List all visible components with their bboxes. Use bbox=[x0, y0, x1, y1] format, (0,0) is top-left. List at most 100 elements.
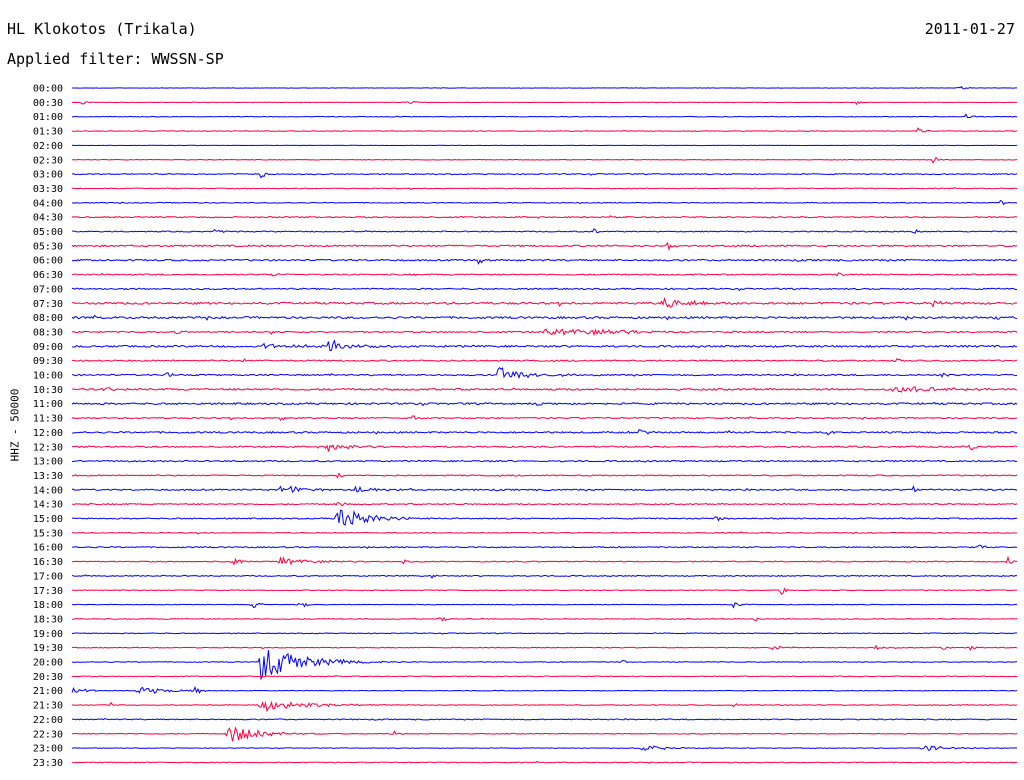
trace-1900 bbox=[71, 632, 1018, 635]
trace-0530 bbox=[71, 241, 1018, 251]
trace-0930 bbox=[71, 357, 1018, 363]
trace-0730 bbox=[71, 296, 1018, 309]
row-label-0730: 07:30 bbox=[33, 299, 63, 310]
trace-2130 bbox=[71, 700, 1018, 713]
trace-0630 bbox=[71, 272, 1018, 277]
row-label-0100: 01:00 bbox=[33, 112, 63, 123]
trace-0830 bbox=[71, 328, 1018, 337]
trace-1230 bbox=[71, 444, 1018, 452]
row-label-2130: 21:30 bbox=[33, 701, 63, 712]
row-label-0230: 02:30 bbox=[33, 155, 63, 166]
trace-1100 bbox=[71, 401, 1018, 407]
filter-label: Applied filter: WWSSN-SP bbox=[7, 50, 224, 68]
trace-0900 bbox=[71, 339, 1018, 352]
trace-0330 bbox=[71, 187, 1018, 191]
trace-1530 bbox=[71, 531, 1018, 535]
row-label-1230: 12:30 bbox=[33, 442, 63, 453]
seismogram-traces bbox=[71, 85, 1018, 764]
trace-2230 bbox=[71, 726, 1018, 742]
trace-2100 bbox=[71, 685, 1018, 694]
trace-2330 bbox=[71, 761, 1018, 764]
trace-0300 bbox=[71, 172, 1018, 179]
row-label-0930: 09:30 bbox=[33, 356, 63, 367]
trace-1800 bbox=[71, 602, 1018, 609]
row-label-1930: 19:30 bbox=[33, 643, 63, 654]
row-label-0400: 04:00 bbox=[33, 198, 63, 209]
row-label-1700: 17:00 bbox=[33, 571, 63, 582]
row-label-0200: 02:00 bbox=[33, 141, 63, 152]
row-label-0600: 06:00 bbox=[33, 256, 63, 267]
row-label-1630: 16:30 bbox=[33, 557, 63, 568]
row-label-1730: 17:30 bbox=[33, 586, 63, 597]
row-label-0330: 03:30 bbox=[33, 184, 63, 195]
trace-0600 bbox=[71, 258, 1018, 265]
row-label-1900: 19:00 bbox=[33, 629, 63, 640]
row-label-2330: 23:30 bbox=[33, 758, 63, 769]
row-label-2100: 21:00 bbox=[33, 686, 63, 697]
row-label-1300: 13:00 bbox=[33, 457, 63, 468]
row-label-0800: 08:00 bbox=[33, 313, 63, 324]
row-label-1400: 14:00 bbox=[33, 485, 63, 496]
row-label-1100: 11:00 bbox=[33, 399, 63, 410]
trace-1500 bbox=[71, 509, 1018, 526]
row-label-0130: 01:30 bbox=[33, 127, 63, 138]
station-title: HL Klokotos (Trikala) bbox=[7, 20, 197, 38]
row-label-1430: 14:30 bbox=[33, 500, 63, 511]
trace-0130 bbox=[71, 127, 1018, 133]
trace-0800 bbox=[71, 314, 1018, 321]
row-label-1130: 11:30 bbox=[33, 414, 63, 425]
row-label-1200: 12:00 bbox=[33, 428, 63, 439]
row-label-1600: 16:00 bbox=[33, 543, 63, 554]
row-label-0630: 06:30 bbox=[33, 270, 63, 281]
trace-0000 bbox=[71, 85, 1018, 90]
row-label-1530: 15:30 bbox=[33, 528, 63, 539]
trace-1000 bbox=[71, 366, 1018, 380]
trace-1130 bbox=[71, 415, 1018, 422]
trace-1430 bbox=[71, 502, 1018, 507]
row-label-0300: 03:00 bbox=[33, 170, 63, 181]
trace-2300 bbox=[71, 745, 1018, 751]
trace-1330 bbox=[71, 472, 1018, 479]
row-time-labels: 00:00 00:30 01:00 01:30 02:00 02:30 03:00 03:30… bbox=[33, 84, 63, 769]
row-label-2000: 20:00 bbox=[33, 658, 63, 669]
row-label-0900: 09:00 bbox=[33, 342, 63, 353]
row-label-1800: 18:00 bbox=[33, 600, 63, 611]
row-label-2200: 22:00 bbox=[33, 715, 63, 726]
trace-1400 bbox=[71, 485, 1018, 494]
row-label-0500: 05:00 bbox=[33, 227, 63, 238]
trace-2030 bbox=[71, 674, 1018, 678]
row-label-1030: 10:30 bbox=[33, 385, 63, 396]
trace-0430 bbox=[71, 215, 1018, 219]
trace-1930 bbox=[71, 644, 1018, 651]
trace-1730 bbox=[71, 587, 1018, 595]
row-label-2300: 23:00 bbox=[33, 744, 63, 755]
trace-0030 bbox=[71, 100, 1018, 106]
row-label-1500: 15:00 bbox=[33, 514, 63, 525]
row-label-1000: 10:00 bbox=[33, 371, 63, 382]
trace-1830 bbox=[71, 616, 1018, 622]
trace-0700 bbox=[71, 287, 1018, 292]
row-label-0700: 07:00 bbox=[33, 284, 63, 295]
trace-1630 bbox=[71, 555, 1018, 566]
trace-1600 bbox=[71, 544, 1018, 549]
row-label-0000: 00:00 bbox=[33, 84, 63, 95]
trace-0230 bbox=[71, 156, 1018, 164]
trace-0400 bbox=[71, 199, 1018, 206]
trace-2200 bbox=[71, 717, 1018, 721]
trace-0200 bbox=[71, 144, 1018, 147]
row-label-0830: 08:30 bbox=[33, 327, 63, 338]
trace-0100 bbox=[71, 113, 1018, 119]
row-label-2230: 22:30 bbox=[33, 729, 63, 740]
trace-1030 bbox=[71, 386, 1018, 393]
row-label-1830: 18:30 bbox=[33, 614, 63, 625]
row-label-1330: 13:30 bbox=[33, 471, 63, 482]
row-label-0030: 00:30 bbox=[33, 98, 63, 109]
row-label-0530: 05:30 bbox=[33, 241, 63, 252]
trace-2000 bbox=[71, 649, 1018, 681]
row-label-2030: 20:30 bbox=[33, 672, 63, 683]
trace-1300 bbox=[71, 459, 1018, 463]
trace-date: 2011-01-27 bbox=[924, 20, 1015, 38]
trace-1700 bbox=[71, 574, 1018, 579]
trace-0500 bbox=[71, 228, 1018, 234]
